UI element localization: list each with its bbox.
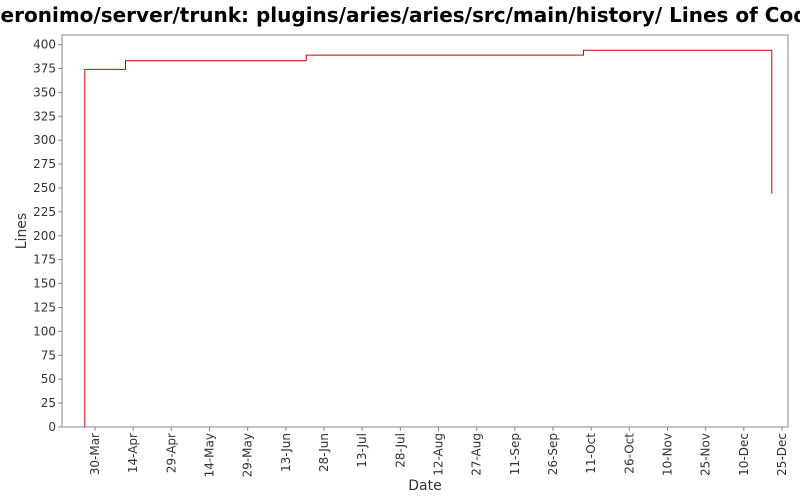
x-tick-label: 10-Nov [661,433,675,476]
y-tick-label: 350 [33,85,56,99]
x-tick-label: 29-May [241,433,255,477]
x-tick-label: 14-Apr [126,433,140,473]
x-tick-label: 27-Aug [470,433,484,476]
y-tick-label: 300 [33,133,56,147]
y-tick-label: 375 [33,61,56,75]
x-tick-label: 25-Dec [775,433,789,476]
x-tick-label: 11-Sep [508,433,522,475]
y-tick-label: 0 [48,420,56,434]
x-tick-label: 12-Aug [432,433,446,476]
x-tick-label: 28-Jul [393,433,407,468]
x-tick-label: 10-Dec [737,433,751,476]
y-tick-label: 275 [33,157,56,171]
x-tick-label: 26-Oct [622,433,636,474]
y-tick-label: 25 [41,396,56,410]
y-tick-label: 125 [33,300,56,314]
y-tick-label: 325 [33,109,56,123]
y-axis: 0 25 50 75 100 125 150 175 200 225 250 275 300 325 350… [33,38,62,434]
y-tick-label: 250 [33,181,56,195]
y-tick-label: 400 [33,38,56,52]
x-tick-label: 13-Jul [355,433,369,468]
y-tick-label: 75 [41,348,56,362]
y-tick-label: 50 [41,372,56,386]
plot-frame [61,34,789,428]
y-tick-label: 200 [33,229,56,243]
x-tick-label: 30-Mar [88,433,102,475]
y-tick-label: 150 [33,277,56,291]
x-tick-label: 26-Sep [546,433,560,475]
y-tick-label: 175 [33,253,56,267]
y-tick-label: 225 [33,205,56,219]
y-tick-label: 100 [33,324,56,338]
x-tick-label: 14-May [203,433,217,477]
y-axis-label: Lines [14,213,30,249]
x-tick-label: 11-Oct [584,433,598,474]
x-tick-label: 13-Jun [279,433,293,472]
x-axis-label: Date [408,478,441,494]
x-axis: 30-Mar 14-Apr 29-Apr 14-May 29-May 13-Jun 28-J… [88,427,789,477]
x-tick-label: 29-Apr [164,433,178,473]
chart-title: /geronimo/server/trunk: plugins/aries/ar… [0,3,800,27]
x-tick-label: 25-Nov [699,433,713,476]
x-tick-label: 28-Jun [317,433,331,472]
series-line-lines-of-code [84,49,773,427]
